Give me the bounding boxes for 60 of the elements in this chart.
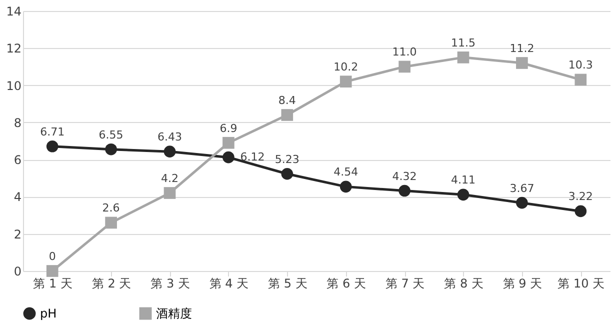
x-tick-label: 第 10 天 (558, 276, 605, 290)
data-label: 11.2 (510, 42, 534, 55)
point (105, 143, 117, 156)
point (46, 265, 58, 277)
data-label: 11.0 (392, 46, 417, 59)
data-label: 6.9 (220, 122, 238, 135)
point (281, 168, 294, 180)
legend-label: 酒精度 (156, 306, 192, 321)
x-tick-label: 第 6 天 (326, 276, 366, 290)
data-label: 10.2 (334, 60, 358, 74)
point (164, 187, 176, 199)
point (222, 136, 234, 149)
point (46, 140, 58, 152)
point (281, 109, 294, 121)
x-tick-label: 第 2 天 (92, 276, 132, 290)
y-tick-label: 10 (6, 78, 22, 93)
data-label: 4.32 (392, 170, 417, 183)
y-tick-label: 12 (6, 42, 22, 56)
y-tick-label: 8 (14, 116, 22, 130)
point (516, 57, 528, 69)
point (516, 196, 528, 209)
point (340, 76, 352, 88)
data-label: 6.55 (98, 128, 124, 142)
data-label: 2.6 (102, 202, 120, 215)
x-tick-label: 第 8 天 (444, 276, 484, 290)
x-tick-label: 第 1 天 (33, 276, 72, 290)
point (105, 216, 117, 229)
x-tick-label: 第 5 天 (268, 276, 308, 290)
y-tick-label: 14 (6, 4, 22, 18)
data-label: 3.22 (568, 190, 593, 204)
data-label: 6.12 (240, 150, 265, 164)
data-label: 4.2 (161, 172, 178, 185)
data-label: 6.71 (40, 125, 65, 138)
y-tick-label: 2 (14, 227, 22, 242)
point (398, 60, 410, 73)
data-label: 11.5 (451, 36, 476, 50)
data-label: 10.3 (568, 58, 593, 72)
data-label: 5.23 (274, 152, 300, 166)
point (574, 205, 587, 218)
data-label: 0 (48, 250, 56, 263)
x-tick-label: 第 9 天 (502, 276, 542, 290)
y-tick-label: 0 (14, 264, 22, 278)
data-label: 4.11 (451, 174, 476, 187)
x-tick-label: 第 7 天 (385, 276, 425, 290)
point (574, 74, 587, 86)
point (398, 184, 410, 197)
point (164, 146, 176, 158)
point (222, 151, 234, 164)
x-tick-label: 第 3 天 (150, 276, 190, 290)
legend-label: pH (40, 306, 57, 321)
data-label: 4.54 (334, 166, 358, 179)
data-label: 3.67 (510, 182, 534, 195)
y-tick-label: 6 (14, 153, 22, 168)
data-label: 8.4 (278, 94, 296, 107)
point (457, 188, 470, 201)
data-label: 6.43 (158, 130, 182, 144)
y-tick-label: 4 (14, 190, 22, 204)
point (457, 52, 470, 64)
point (340, 180, 352, 193)
x-tick-label: 第 4 天 (209, 276, 249, 290)
